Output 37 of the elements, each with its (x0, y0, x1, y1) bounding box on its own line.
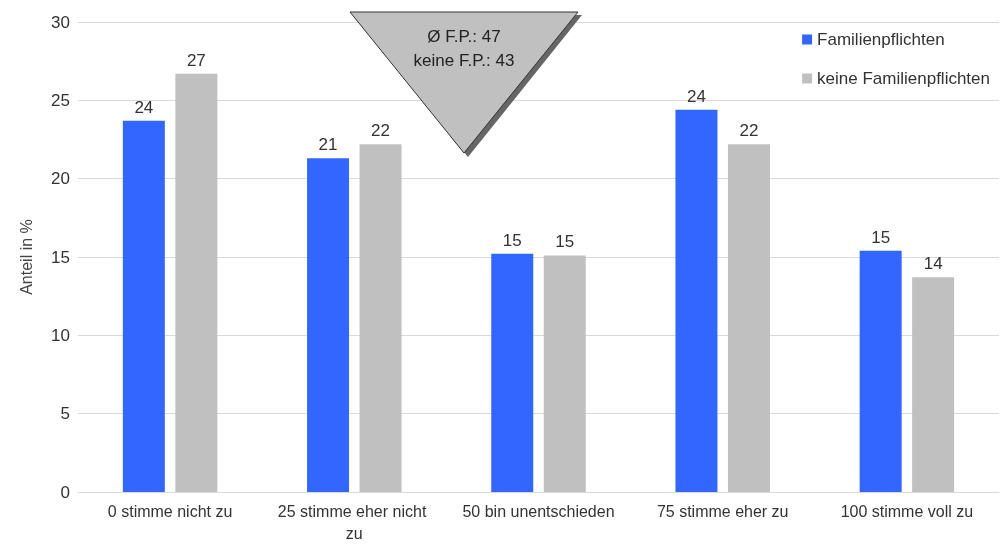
annotation: Ø F.P.: 47 (426, 26, 502, 48)
y-axis-title: Anteil in % (17, 219, 35, 295)
bar (912, 277, 955, 492)
y-tick-label: 0 (60, 482, 70, 502)
x-tick-label: 75 stimme eher zu (656, 502, 789, 520)
y-tick-label: 15 (51, 247, 70, 267)
data-label: 22 (371, 121, 391, 141)
data-label: 15 (502, 230, 522, 250)
bar (122, 120, 165, 492)
bar (307, 158, 350, 492)
data-label: 21 (318, 135, 338, 155)
bar (543, 255, 586, 492)
legend-label: keine Familienpflichten (817, 69, 990, 88)
x-tick-label: 0 stimme nicht zu (107, 502, 233, 520)
bar (727, 144, 770, 492)
bar (491, 253, 534, 492)
data-label: 14 (923, 254, 943, 274)
data-label: 15 (555, 232, 575, 252)
y-tick-label: 5 (60, 404, 70, 424)
legend-label: Familienpflichten (817, 30, 945, 49)
x-tick-label: 25 stimme eher nicht zu (277, 502, 431, 542)
x-tick-label: 100 stimme voll zu (840, 502, 974, 520)
data-label: 22 (739, 121, 759, 141)
data-label: 27 (186, 50, 206, 70)
data-label: 24 (686, 86, 706, 106)
y-tick-label: 20 (51, 169, 70, 189)
bar (859, 250, 902, 492)
bar (175, 73, 218, 492)
x-tick-label: 50 bin unentschieden (462, 502, 615, 520)
y-tick-label: 10 (51, 325, 70, 345)
data-label: 24 (134, 97, 154, 117)
annotation: keine F.P.: 43 (412, 50, 516, 72)
bar (675, 109, 718, 492)
data-label: 15 (871, 227, 891, 247)
y-tick-label: 30 (51, 12, 70, 32)
bar (359, 144, 402, 492)
y-tick-label: 25 (51, 90, 70, 110)
